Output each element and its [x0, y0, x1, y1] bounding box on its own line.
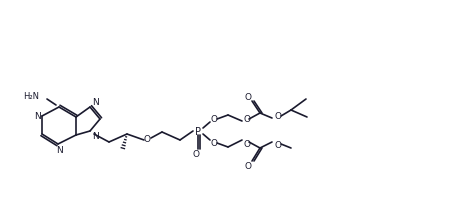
Text: O: O: [274, 141, 282, 150]
Text: O: O: [243, 140, 251, 149]
Text: O: O: [244, 93, 251, 102]
Text: O: O: [211, 139, 218, 148]
Text: N: N: [92, 98, 98, 107]
Text: N: N: [92, 132, 98, 141]
Text: O: O: [244, 162, 251, 171]
Text: O: O: [274, 112, 282, 121]
Text: O: O: [243, 115, 251, 124]
Text: O: O: [193, 150, 199, 159]
Text: H₂N: H₂N: [23, 92, 39, 101]
Text: N: N: [34, 112, 40, 121]
Text: O: O: [211, 115, 218, 124]
Text: O: O: [143, 135, 150, 144]
Text: P: P: [195, 126, 201, 136]
Text: N: N: [55, 146, 63, 155]
